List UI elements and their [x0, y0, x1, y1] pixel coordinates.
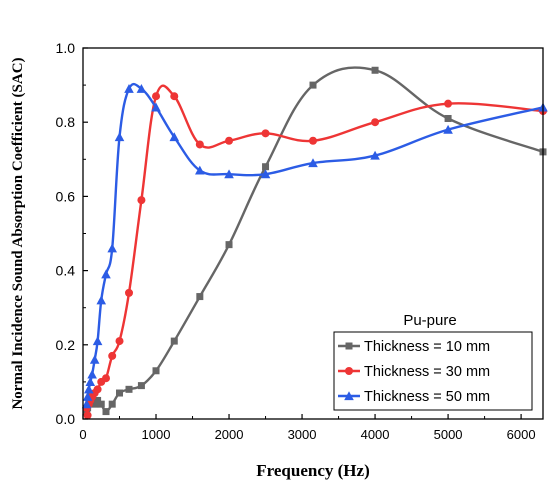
legend-label: Thickness = 30 mm [364, 364, 490, 380]
legend-label: Thickness = 50 mm [364, 389, 490, 405]
axes: 0 1000 2000 3000 4000 5000 6000 0.00.20.40.60.… [10, 40, 544, 480]
data-point [371, 66, 379, 74]
data-point [125, 385, 133, 393]
y-axis-label: Normal Incidence Sound Absorption Coeffi… [10, 57, 26, 409]
x-tick-label: 3000 [288, 427, 317, 442]
y-tick-label: 0.2 [56, 337, 76, 353]
legend-items: Thickness = 10 mm Thickness = 30 mm Thickn… [338, 339, 490, 405]
data-point [151, 102, 161, 112]
data-point [92, 336, 103, 346]
data-point [170, 337, 178, 345]
data-point [91, 400, 99, 408]
legend: Pu-pure Thickness = 10 mm Thickness = 30 … [333, 312, 533, 411]
data-point [195, 165, 205, 175]
data-point [83, 411, 92, 420]
data-point [309, 81, 317, 89]
data-point [262, 163, 270, 171]
data-point [116, 389, 124, 397]
legend-marker [345, 342, 353, 350]
data-point [87, 369, 97, 379]
x-tick-label: 5000 [434, 427, 463, 442]
x-tick-label: 2000 [215, 427, 244, 442]
data-point [444, 99, 453, 108]
y-axis-ticks: 0.0 0.2 0.4 0.6 0.8 1.0 [56, 40, 88, 427]
data-point [169, 132, 180, 142]
data-point [96, 295, 107, 305]
data-point [115, 337, 124, 346]
data-point [84, 384, 94, 394]
legend-title: Pu-pure [403, 312, 456, 329]
legend-box [333, 331, 533, 411]
y-tick-label: 0.0 [56, 411, 76, 427]
data-point [108, 400, 116, 408]
data-point [108, 351, 117, 360]
x-axis-ticks: 0 1000 2000 3000 4000 5000 6000 [79, 414, 536, 442]
y-tick-label: 0.8 [56, 114, 76, 130]
data-point [152, 367, 160, 375]
x-tick-label: 4000 [361, 427, 390, 442]
legend-marker [345, 367, 353, 375]
data-point [94, 396, 102, 404]
y-tick-label: 1.0 [56, 40, 76, 56]
data-point [224, 169, 234, 179]
data-point [89, 354, 100, 364]
legend-label: Thickness = 10 mm [364, 339, 490, 355]
data-point [93, 385, 102, 394]
x-tick-label: 0 [79, 427, 86, 442]
data-point [101, 269, 111, 279]
data-point [225, 241, 233, 249]
data-point [125, 288, 133, 297]
legend-item-1: Thickness = 10 mm [338, 339, 490, 355]
data-point [443, 124, 453, 134]
data-point [170, 92, 179, 101]
data-point [152, 92, 161, 101]
data-point [107, 243, 118, 253]
data-point [308, 158, 318, 168]
data-point [309, 136, 317, 145]
data-point [137, 382, 145, 390]
data-point [196, 293, 204, 301]
data-point [225, 136, 234, 145]
legend-item-2: Thickness = 30 mm [338, 364, 490, 380]
data-point [102, 408, 110, 416]
data-point [124, 84, 134, 93]
data-point [371, 118, 380, 127]
data-point [136, 84, 147, 93]
data-point [97, 400, 105, 408]
data-point [195, 140, 204, 149]
data-point [81, 399, 92, 409]
data-point [260, 169, 271, 179]
data-point [444, 114, 452, 122]
x-axis-label: Frequency (Hz) [256, 461, 369, 480]
data-point [370, 150, 380, 160]
data-point [261, 129, 270, 138]
data-point [85, 377, 96, 386]
legend-item-3: Thickness = 50 mm [338, 389, 490, 405]
data-point [102, 374, 110, 383]
data-point [114, 132, 125, 142]
y-tick-label: 0.4 [56, 263, 76, 279]
legend-marker [344, 391, 354, 401]
y-tick-label: 0.6 [56, 188, 76, 204]
data-point [137, 196, 146, 205]
x-tick-label: 1000 [142, 427, 171, 442]
data-point [82, 391, 93, 401]
x-tick-label: 6000 [507, 427, 536, 442]
